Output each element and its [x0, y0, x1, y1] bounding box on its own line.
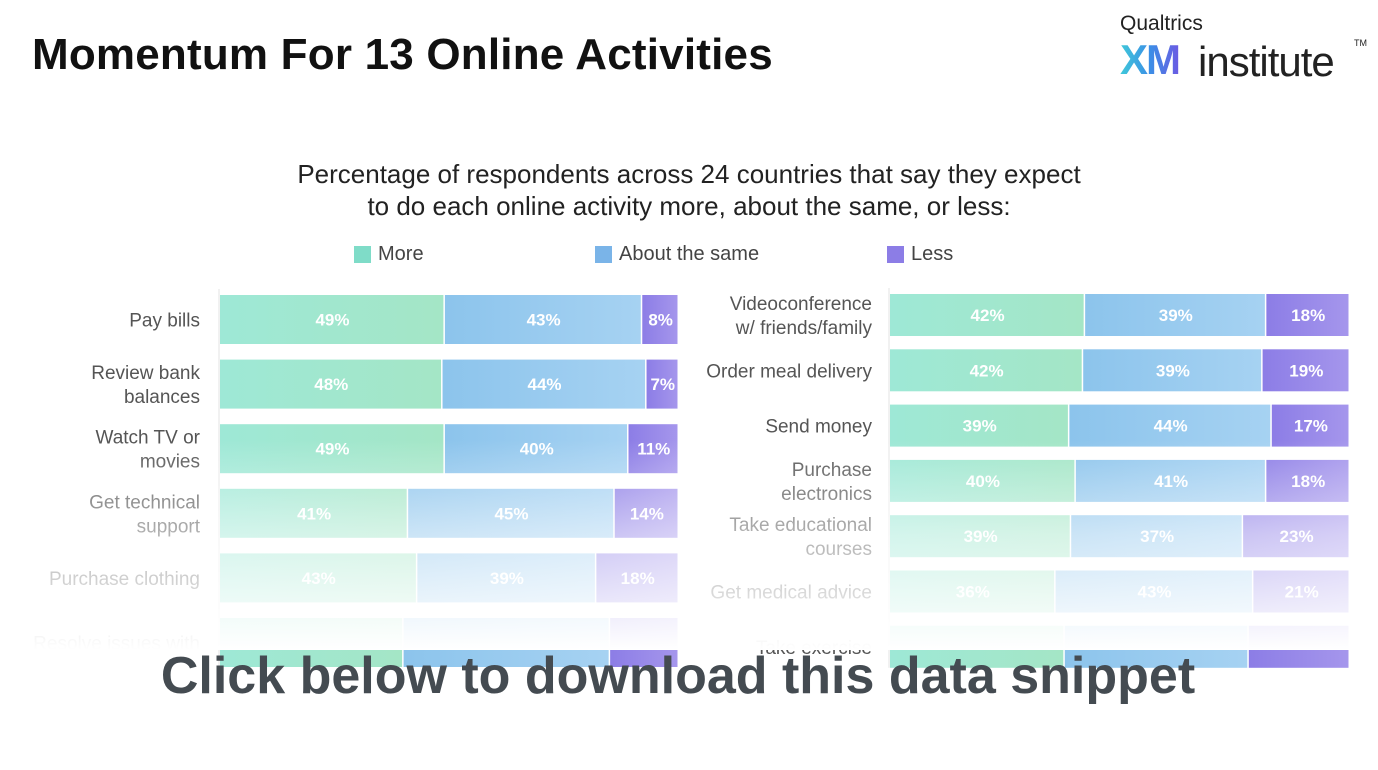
legend-item-more: More	[354, 242, 424, 266]
data-label-about-the-same: 37%	[1140, 527, 1174, 546]
page-title: Momentum For 13 Online Activities	[32, 30, 773, 79]
bar-segment-more	[890, 294, 1084, 336]
data-label-less: 14%	[630, 504, 664, 523]
category-label: Videoconference	[730, 294, 872, 315]
legend-swatch-less	[887, 245, 904, 263]
logo-xm-text: XM	[1120, 36, 1181, 83]
data-label-about-the-same: 41%	[1154, 472, 1188, 491]
category-label: support	[137, 516, 201, 537]
category-label: Get medical advice	[710, 583, 872, 604]
category-label: Take educational	[729, 515, 872, 536]
data-label-about-the-same: 39%	[490, 569, 524, 588]
bar-segment-less	[642, 295, 678, 344]
bar-segment-about-the-same	[444, 295, 641, 344]
bar-segment-less	[1262, 349, 1349, 392]
data-label-about-the-same: 39%	[1156, 361, 1190, 380]
category-label: Pay bills	[129, 311, 200, 332]
data-label-less: 21%	[1285, 583, 1319, 602]
data-label-less: 8%	[648, 311, 673, 330]
data-label-more: 49%	[315, 440, 349, 459]
legend-label-about-the-same: About the same	[619, 242, 760, 265]
data-label-about-the-same: 45%	[494, 504, 528, 523]
bar-segment-more	[220, 359, 442, 409]
legend-label-more: More	[378, 242, 424, 265]
data-label-more: 42%	[970, 361, 1004, 380]
category-label: Get technical	[89, 492, 200, 513]
bar-segment-about-the-same	[1069, 404, 1271, 447]
data-label-less: 18%	[621, 569, 655, 588]
data-label-about-the-same: 40%	[520, 440, 554, 459]
data-label-more: 39%	[963, 417, 997, 436]
data-label-more: 48%	[314, 375, 348, 394]
logo-qualtrics-text: Qualtrics	[1120, 12, 1203, 35]
data-label-more: 43%	[302, 569, 336, 588]
data-label-more: 40%	[966, 472, 1000, 491]
data-label-about-the-same: 44%	[1154, 417, 1188, 436]
bar-segment-more	[890, 404, 1068, 447]
legend-swatch-about-the-same	[595, 245, 612, 263]
qualtrics-xm-institute-logo: Qualtrics XM institute TM	[1120, 12, 1367, 85]
data-label-less: 7%	[650, 375, 675, 394]
data-label-more: 41%	[297, 504, 331, 523]
category-label: Review bank	[91, 363, 200, 384]
category-label: Send money	[765, 417, 872, 438]
category-label: Purchase	[792, 460, 872, 481]
data-label-more: 49%	[315, 311, 349, 330]
category-label: movies	[140, 452, 200, 473]
data-label-about-the-same: 43%	[527, 311, 561, 330]
chart-panel-1: 49% 43% 8% Pay bills 48% 44% 7% Review bank bala…	[33, 289, 678, 667]
data-label-less: 23%	[1280, 527, 1314, 546]
logo-trademark: TM	[1354, 38, 1367, 48]
chart-subtitle-line-1: Percentage of respondents across 24 coun…	[297, 159, 1081, 189]
data-label-less: 18%	[1291, 306, 1325, 325]
data-label-about-the-same: 44%	[528, 375, 562, 394]
bar-segment-less	[1266, 294, 1349, 336]
bar-segment-more	[220, 295, 444, 344]
category-label: electronics	[781, 484, 872, 505]
chart-panel-2: 42% 39% 18% Videoconference w/ friends/famil…	[706, 288, 1349, 668]
data-label-less: 19%	[1289, 361, 1323, 380]
data-label-more: 39%	[964, 527, 998, 546]
bar-segment-more	[890, 349, 1082, 392]
data-label-about-the-same: 43%	[1137, 583, 1171, 602]
legend-item-less: Less	[887, 242, 953, 266]
category-label: w/ friends/family	[735, 318, 873, 339]
chart-subtitle: Percentage of respondents across 24 coun…	[189, 158, 1189, 222]
data-label-more: 36%	[956, 583, 990, 602]
legend-swatch-more	[354, 245, 371, 263]
category-label: courses	[805, 539, 872, 560]
download-data-snippet-link[interactable]: Click below to download this data snippe…	[160, 647, 1196, 705]
chart-subtitle-line-2: to do each online activity more, about t…	[367, 191, 1011, 221]
logo-institute-text: institute	[1198, 38, 1335, 85]
category-label: Watch TV or	[95, 428, 200, 449]
legend-label-less: Less	[911, 242, 954, 265]
bar-segment-less	[1271, 404, 1349, 447]
data-label-less: 17%	[1294, 417, 1328, 436]
legend-item-about-the-same: About the same	[595, 242, 759, 266]
data-label-less: 11%	[637, 440, 670, 459]
category-label: Purchase clothing	[49, 569, 200, 590]
data-label-less: 18%	[1291, 472, 1325, 491]
bar-segment-about-the-same	[442, 359, 646, 409]
bar-segment-about-the-same	[1083, 349, 1262, 392]
bar-segment-about-the-same	[1085, 294, 1265, 336]
category-label: balances	[124, 387, 200, 408]
data-label-about-the-same: 39%	[1159, 306, 1193, 325]
bar-segment-less	[646, 359, 678, 409]
category-label: Order meal delivery	[706, 361, 872, 382]
data-label-more: 42%	[971, 306, 1005, 325]
